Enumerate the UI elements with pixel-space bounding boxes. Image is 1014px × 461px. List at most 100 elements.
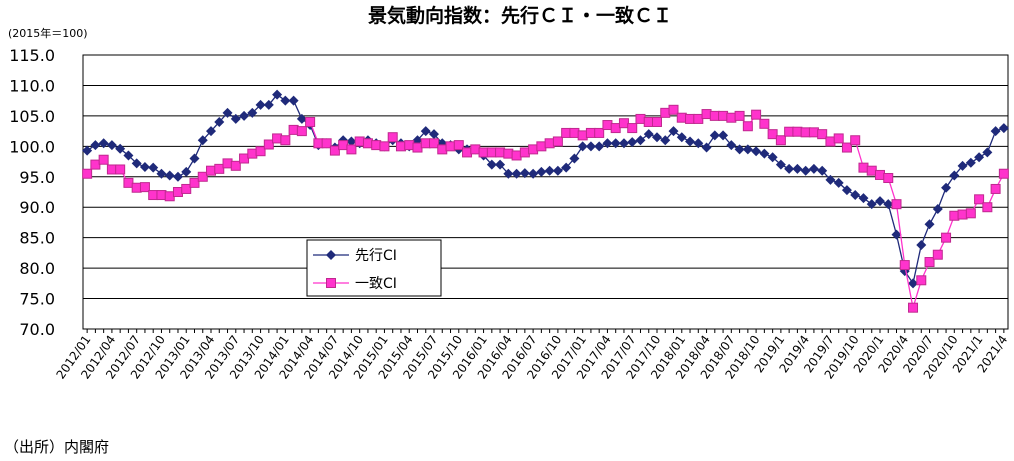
data-point — [82, 168, 93, 179]
data-point — [148, 162, 159, 173]
data-point — [189, 153, 200, 164]
data-point — [808, 163, 819, 174]
data-point — [825, 174, 836, 185]
data-point — [602, 138, 613, 149]
data-point — [602, 120, 613, 131]
data-point — [759, 148, 770, 159]
data-point — [742, 144, 753, 155]
data-point — [503, 148, 514, 159]
data-point — [313, 138, 324, 149]
data-point — [296, 113, 307, 124]
data-point — [585, 127, 596, 138]
data-point — [775, 159, 786, 170]
data-point — [222, 107, 233, 118]
data-point — [751, 109, 762, 120]
data-point — [395, 141, 406, 152]
data-point — [784, 126, 795, 137]
data-point — [651, 116, 662, 127]
data-point — [635, 113, 646, 124]
data-point — [685, 113, 696, 124]
data-point — [668, 104, 679, 115]
data-point — [420, 126, 431, 137]
y-tick-label: 115.0 — [9, 46, 55, 65]
data-point — [164, 191, 175, 202]
data-point — [858, 162, 869, 173]
data-point — [263, 99, 274, 110]
data-point — [528, 144, 539, 155]
data-point — [635, 135, 646, 146]
y-tick-label: 80.0 — [19, 259, 55, 278]
data-point — [784, 163, 795, 174]
data-point — [718, 130, 729, 141]
data-point — [495, 147, 506, 158]
data-point — [172, 171, 183, 182]
data-point — [429, 129, 440, 140]
data-point — [123, 177, 134, 188]
data-point — [519, 168, 530, 179]
data-point — [247, 148, 258, 159]
data-point — [775, 135, 786, 146]
data-point — [519, 147, 530, 158]
y-tick-label: 70.0 — [19, 320, 55, 339]
data-point — [676, 132, 687, 143]
y-tick-label: 85.0 — [19, 229, 55, 248]
data-point — [982, 202, 993, 213]
data-point — [916, 275, 927, 286]
data-point — [453, 140, 464, 151]
data-point — [222, 158, 233, 169]
data-point — [759, 118, 770, 129]
data-point — [932, 204, 943, 215]
data-point — [660, 135, 671, 146]
y-tick-label: 90.0 — [19, 198, 55, 217]
data-point — [701, 109, 712, 120]
data-point — [751, 146, 762, 157]
data-point — [965, 157, 976, 168]
data-point — [255, 99, 266, 110]
data-point — [949, 170, 960, 181]
data-point — [792, 126, 803, 137]
data-point — [206, 165, 217, 176]
data-point — [280, 135, 291, 146]
data-point — [709, 110, 720, 121]
data-point — [462, 147, 473, 158]
data-point — [767, 129, 778, 140]
data-point — [280, 95, 291, 106]
data-point — [528, 168, 539, 179]
data-point — [833, 133, 844, 144]
y-tick-label: 110.0 — [9, 76, 55, 95]
data-point — [106, 140, 117, 151]
data-point — [916, 239, 927, 250]
data-point — [883, 199, 894, 210]
legend-marker — [326, 250, 336, 260]
data-point — [924, 257, 935, 268]
data-point — [974, 152, 985, 163]
chart-title: 景気動向指数：先行ＣＩ・一致ＣＩ — [368, 4, 672, 27]
y-tick-label: 95.0 — [19, 168, 55, 187]
data-point — [263, 139, 274, 150]
data-point — [808, 127, 819, 138]
data-point — [164, 170, 175, 181]
data-point — [387, 132, 398, 143]
data-point — [156, 190, 167, 201]
data-point — [676, 112, 687, 123]
data-point — [767, 152, 778, 163]
data-point — [668, 126, 679, 137]
data-point — [726, 140, 737, 151]
data-point — [486, 159, 497, 170]
data-point — [817, 165, 828, 176]
data-point — [693, 113, 704, 124]
data-point — [511, 150, 522, 161]
data-point — [379, 141, 390, 152]
data-point — [404, 140, 415, 151]
data-point — [660, 107, 671, 118]
data-point — [974, 194, 985, 205]
y-tick-label: 100.0 — [9, 137, 55, 156]
data-point — [272, 133, 283, 144]
data-point — [106, 164, 117, 175]
data-point — [214, 116, 225, 127]
data-point — [544, 165, 555, 176]
data-point — [569, 127, 580, 138]
data-point — [932, 249, 943, 260]
data-point — [651, 132, 662, 143]
